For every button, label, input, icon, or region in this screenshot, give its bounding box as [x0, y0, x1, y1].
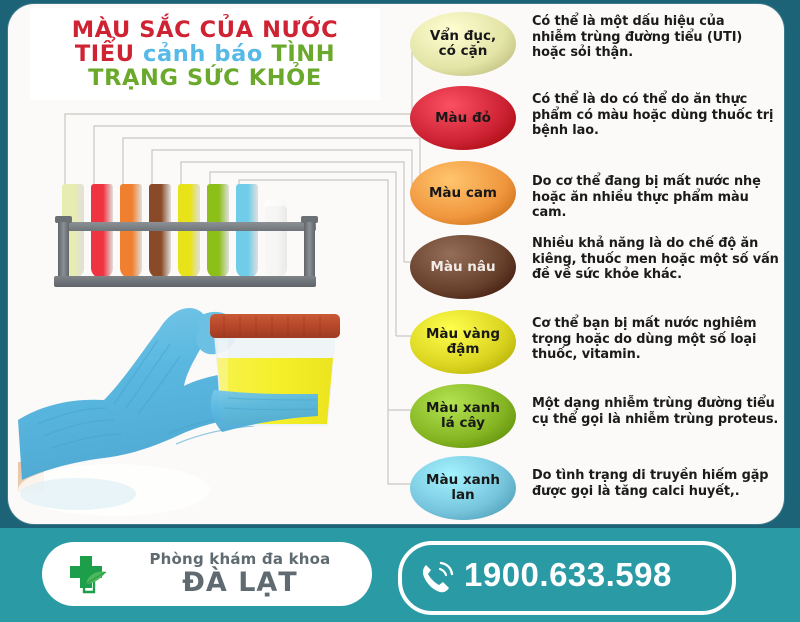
- description-line: Cơ thể bạn bị mất nước nghiêm: [532, 316, 757, 331]
- description-line: Nhiều khả năng là do chế độ ăn: [532, 236, 759, 251]
- clinic-badge[interactable]: Phòng khám đa khoa ĐÀ LẠT: [42, 542, 372, 606]
- test-tube-green: [207, 184, 229, 278]
- connector-lines: [64, 39, 421, 485]
- description-line: Có thể là do có thể do ăn thực: [532, 92, 748, 107]
- legend-bubble-label-line2: có cặn: [438, 43, 488, 59]
- legend-bubble-label-line2: lá cây: [441, 415, 485, 431]
- description-line: phẩm có màu hoặc dùng thuốc trị: [532, 107, 774, 123]
- title-line1: MÀU SẮC CỦA NƯỚC: [71, 16, 339, 43]
- legend-bubble-label-line2: đậm: [446, 341, 480, 357]
- hotline-number: 1900.633.598: [464, 556, 672, 593]
- test-tube-orange: [120, 184, 142, 278]
- legend-description-4: Nhiều khả năng là do chế độ ăn kiêng, thu…: [532, 236, 782, 283]
- legend-description-6: Một dạng nhiễm trùng đường tiểu cụ thể gọ…: [532, 396, 782, 427]
- clinic-subtitle: Phòng khám đa khoa: [149, 550, 331, 568]
- test-tube-blue: [236, 184, 258, 278]
- rack-top-rail: [58, 222, 316, 231]
- description-line: hoặc ăn nhiều thực phẩm màu cam.: [532, 189, 749, 221]
- legend-description-7: Do tình trạng di truyền hiếm gặp được gọi…: [532, 468, 782, 499]
- legend-bubble-label: Màu đỏ: [435, 109, 491, 126]
- clinic-text: Phòng khám đa khoa ĐÀ LẠT: [120, 550, 360, 598]
- footer-bar: Phòng khám đa khoa ĐÀ LẠT 1900.633.598: [0, 528, 800, 622]
- rack-post-right: [304, 222, 315, 278]
- description-line: đề về sức khỏe khác.: [532, 267, 682, 283]
- title-line3: TRẠNG SỨC KHỎE: [88, 65, 322, 92]
- description-line: Một dạng nhiễm trùng đường tiểu: [532, 396, 775, 411]
- title-line2-part3: TÌNH: [271, 40, 336, 67]
- gloved-hand-with-specimen-cup: [18, 308, 340, 516]
- legend-description-1: Có thể là một dấu hiệu của nhiễm trùng đư…: [532, 14, 782, 61]
- rack-base: [54, 276, 316, 287]
- legend-bubble-label: Màu xanh: [426, 400, 500, 417]
- legend-bubble-7[interactable]: Màu xanh lan: [410, 456, 516, 520]
- test-tube-red: [91, 184, 113, 278]
- legend-description-5: Cơ thể bạn bị mất nước nghiêm trọng hoặc …: [532, 316, 782, 363]
- description-line: được gọi là tăng calci huyết,.: [532, 483, 740, 499]
- page-title: MÀU SẮC CỦA NƯỚC TIỂU cảnh báo TÌNH TRẠN…: [72, 18, 339, 90]
- legend-bubble-6[interactable]: Màu xanh lá cây: [410, 384, 516, 448]
- description-line: thuốc, vitamin.: [532, 347, 641, 363]
- medical-cross-leaf-icon: [70, 556, 107, 594]
- description-line: Do tình trạng di truyền hiếm gặp: [532, 468, 769, 483]
- description-line: hoặc sỏi thận.: [532, 45, 634, 61]
- legend-bubble-label: Màu nâu: [430, 258, 496, 275]
- description-line: cụ thể gọi là nhiễm trùng proteus.: [532, 411, 779, 427]
- legend-bubble-label: Màu xanh: [426, 472, 500, 489]
- legend-description-3: Do cơ thể đang bị mất nước nhẹ hoặc ăn nh…: [532, 174, 782, 221]
- description-line: Do cơ thể đang bị mất nước nhẹ: [532, 174, 761, 189]
- test-tube-rack: [54, 182, 318, 290]
- legend-bubble-label-line2: lan: [451, 487, 475, 503]
- title-line2-part1: TIỂU: [74, 40, 144, 67]
- legend-bubble-label: Vẩn đục,: [429, 28, 497, 45]
- legend-bubble-5[interactable]: Màu vàng đậm: [410, 310, 516, 374]
- legend-description-2: Có thể là do có thể do ăn thực phẩm có mà…: [532, 92, 782, 139]
- legend-bubble-2[interactable]: Màu đỏ: [410, 86, 516, 150]
- clinic-name: ĐÀ LẠT: [182, 567, 298, 598]
- phone-ringing-icon: [422, 561, 454, 593]
- legend-bubble-label: Màu vàng: [425, 326, 501, 343]
- test-tube-brown: [149, 184, 171, 278]
- title-panel: MÀU SẮC CỦA NƯỚC TIỂU cảnh báo TÌNH TRẠN…: [30, 8, 380, 100]
- description-line: kiêng, thuốc men hoặc một số vấn: [532, 251, 779, 267]
- hotline-button[interactable]: 1900.633.598: [398, 541, 736, 615]
- rack-post-left: [58, 222, 69, 278]
- title-line2-part2: cảnh báo: [143, 40, 272, 67]
- description-line: Có thể là một dấu hiệu của: [532, 14, 725, 29]
- test-tube-clear: [265, 206, 287, 278]
- content-card: MÀU SẮC CỦA NƯỚC TIỂU cảnh báo TÌNH TRẠN…: [8, 4, 784, 524]
- test-tube-dark-yellow: [178, 184, 200, 278]
- description-line: bệnh lao.: [532, 123, 599, 139]
- legend-bubble-3[interactable]: Màu cam: [410, 161, 516, 225]
- description-line: nhiễm trùng đường tiểu (UTI): [532, 29, 743, 45]
- description-line: trọng hoặc do dùng một số loại: [532, 331, 757, 347]
- legend-bubble-label: Màu cam: [428, 184, 498, 201]
- legend-bubble-1[interactable]: Vẩn đục, có cặn: [410, 12, 516, 76]
- legend-bubble-4[interactable]: Màu nâu: [410, 235, 516, 299]
